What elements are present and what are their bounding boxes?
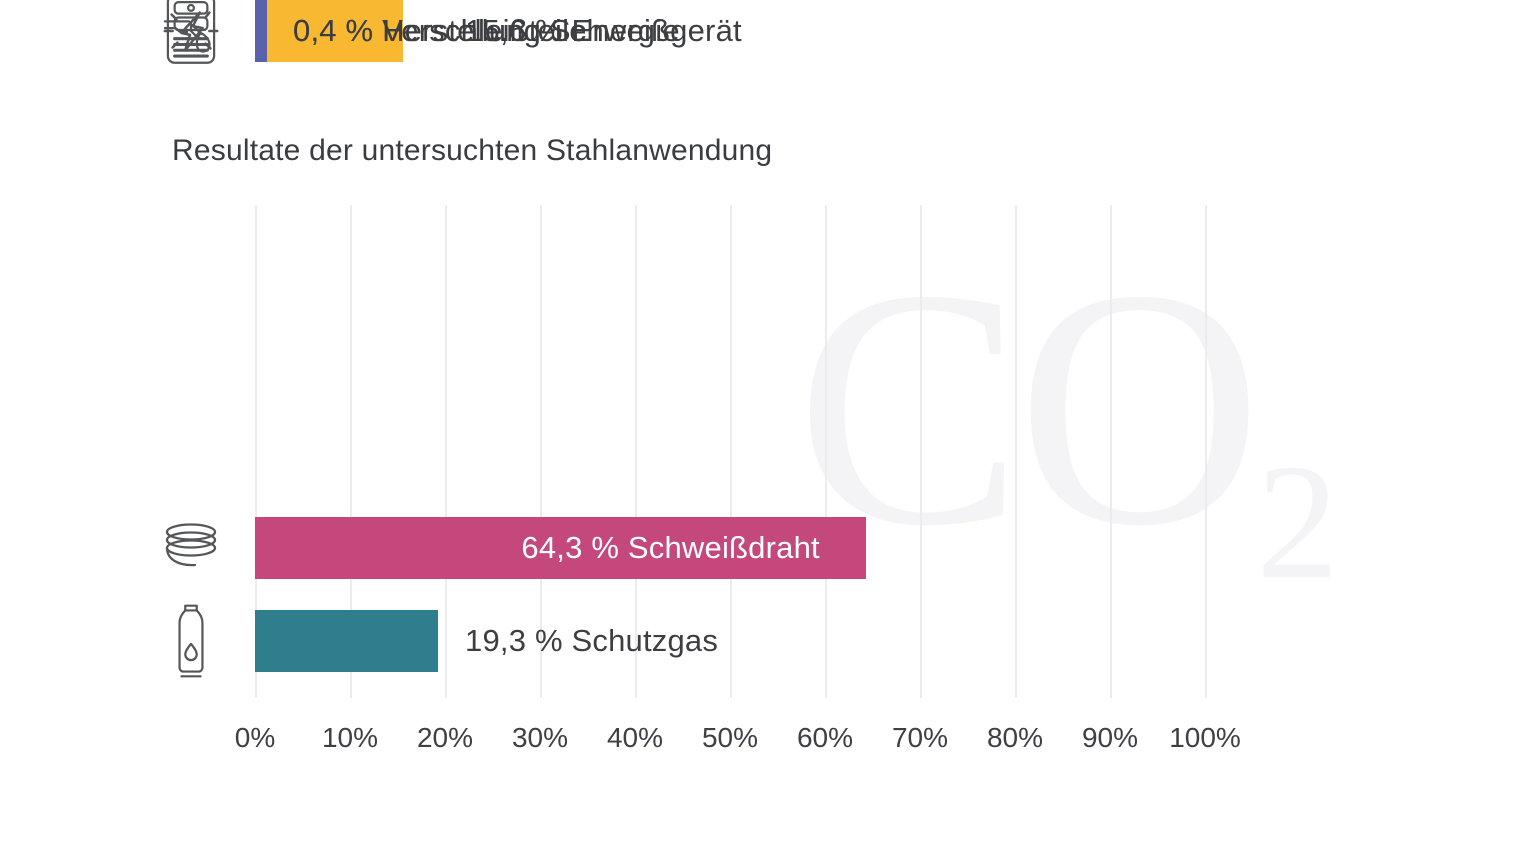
bar [255, 0, 404, 62]
gridline [1205, 205, 1207, 698]
gridline [445, 205, 447, 698]
wire-coil-icon [148, 505, 234, 591]
bar-label: 15,6 % Energie [465, 13, 680, 48]
gridline [1015, 205, 1017, 698]
x-tick-label: 50% [701, 722, 759, 753]
bar: 64,3 % Schweißdraht [255, 517, 866, 579]
bar-row-herstellung-schweissgeraet: 0,4 % Herstellung Schweißgerät [0, 0, 1540, 64]
x-tick-label: 70% [891, 722, 949, 753]
co2-watermark: CO2 [796, 238, 1339, 605]
bar-row-schutzgas: 19,3 % Schutzgas [0, 604, 1540, 678]
x-tick-label: 100% [1169, 722, 1241, 753]
x-tick-label: 0% [234, 722, 276, 753]
x-tick-label: 80% [986, 722, 1044, 753]
bar-label: 0,4 % Verschleißteile [293, 13, 587, 48]
x-tick-label: 60% [796, 722, 854, 753]
x-tick-label: 90% [1081, 722, 1139, 753]
co2-watermark-subscript: 2 [1256, 430, 1339, 613]
x-axis: 0% 10% 20% 30% 40% 50% 60% 70% 80% 90% 100% [0, 710, 1540, 770]
plot-area [255, 205, 1207, 698]
gridline [920, 205, 922, 698]
gridline [730, 205, 732, 698]
gridline [350, 205, 352, 698]
x-tick-label: 30% [511, 722, 569, 753]
welding-machine-icon [148, 0, 234, 74]
gridline [255, 205, 257, 698]
chart-title: Resultate der untersuchten Stahlanwendun… [172, 134, 773, 167]
bar-label: 19,3 % Schutzgas [465, 623, 719, 658]
x-tick-label: 10% [321, 722, 379, 753]
gridline [1110, 205, 1112, 698]
bar-row-schweissdraht: 64,3 % Schweißdraht [0, 517, 1540, 579]
gas-cylinder-icon [148, 598, 234, 684]
bar-label: 0,4 % Herstellung Schweißgerät [293, 13, 742, 48]
x-tick-label: 20% [416, 722, 474, 753]
x-tick-label: 40% [606, 722, 664, 753]
bar-label: 64,3 % Schweißdraht [521, 530, 820, 565]
gridline [635, 205, 637, 698]
co2-watermark-text: CO [796, 219, 1262, 596]
bar [255, 0, 267, 62]
bar [255, 610, 439, 672]
gridline [540, 205, 542, 698]
gridline [825, 205, 827, 698]
